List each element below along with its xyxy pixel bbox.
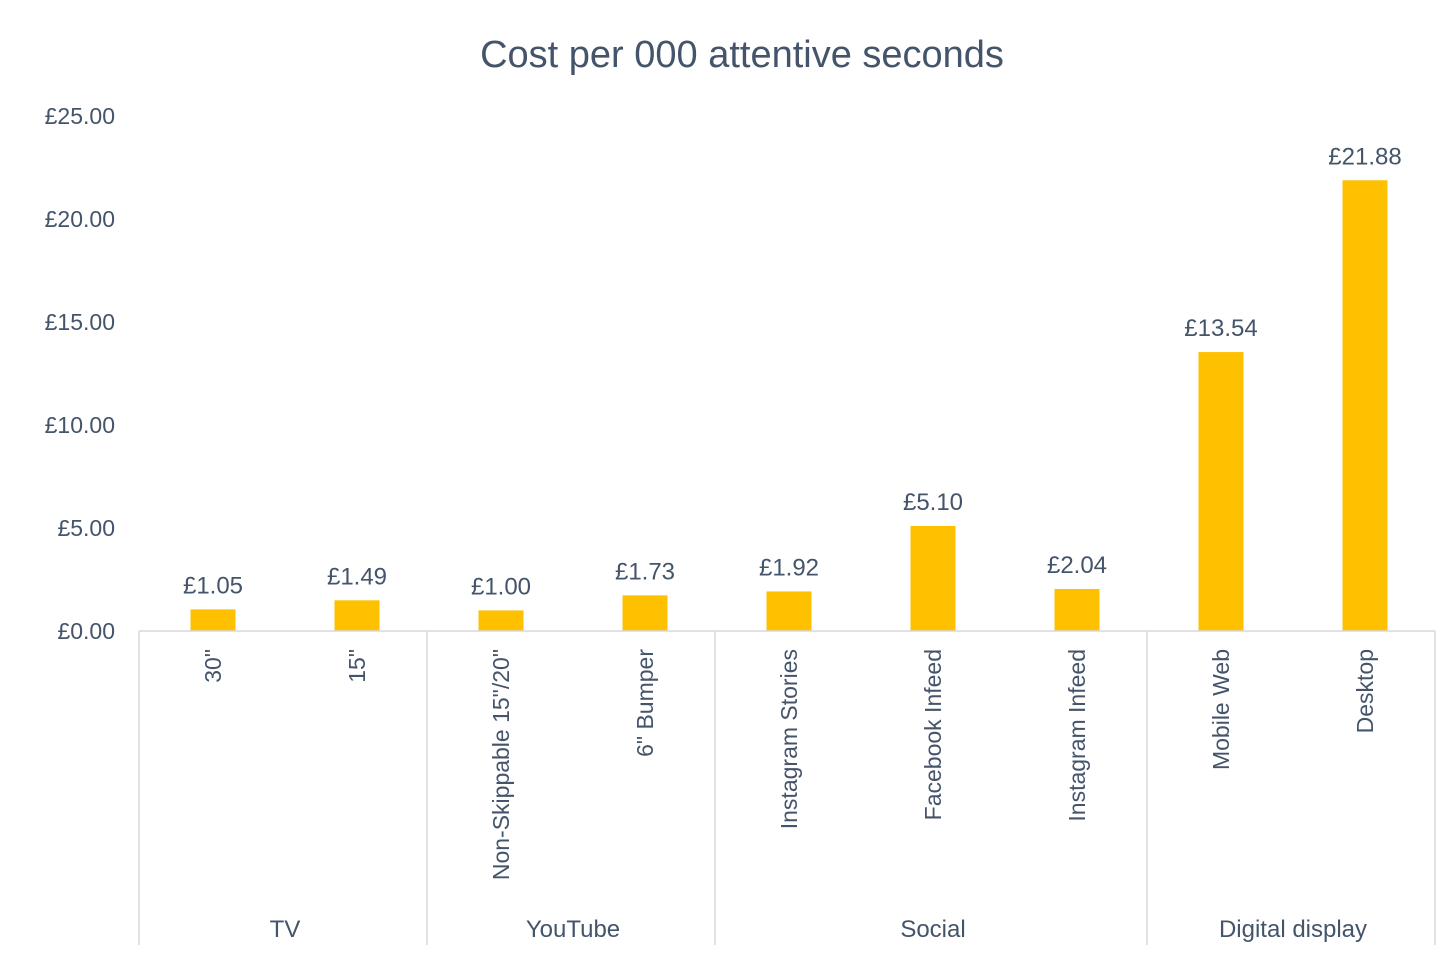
data-label: £1.92	[759, 554, 819, 581]
bar	[1198, 352, 1244, 631]
chart-title: Cost per 000 attentive seconds	[480, 34, 1004, 76]
y-tick-label: £25.00	[45, 103, 115, 129]
bar	[1054, 588, 1100, 631]
data-label: £1.00	[471, 573, 531, 600]
y-tick-label: £10.00	[45, 412, 115, 438]
bar	[478, 610, 524, 631]
group-label: Social	[900, 916, 965, 943]
category-label: Instagram Infeed	[1064, 649, 1090, 822]
data-label: £13.54	[1184, 315, 1257, 342]
data-label: £1.49	[327, 563, 387, 590]
category-label: Non-Skippable 15"/20"	[488, 649, 514, 880]
data-label: £21.88	[1328, 143, 1401, 170]
category-label: Facebook Infeed	[920, 649, 946, 820]
bar	[190, 609, 236, 631]
group-label: YouTube	[526, 916, 620, 943]
bar	[766, 591, 812, 631]
bar	[1342, 180, 1388, 631]
category-label: Instagram Stories	[776, 649, 802, 829]
category-label: Desktop	[1352, 649, 1378, 733]
category-label: 30"	[200, 649, 226, 683]
category-label: 6" Bumper	[632, 649, 658, 757]
y-tick-label: £20.00	[45, 206, 115, 232]
data-label: £2.04	[1047, 552, 1107, 579]
bar	[910, 525, 956, 631]
y-tick-label: £5.00	[57, 515, 115, 541]
y-tick-label: £15.00	[45, 309, 115, 335]
y-tick-label: £0.00	[57, 618, 115, 644]
data-label: £1.73	[615, 558, 675, 585]
group-label: TV	[270, 916, 301, 943]
data-label: £1.05	[183, 572, 243, 599]
group-label: Digital display	[1219, 916, 1367, 943]
bar	[622, 595, 668, 631]
category-label: 15"	[344, 649, 370, 683]
bar	[334, 600, 380, 631]
category-label: Mobile Web	[1208, 649, 1234, 770]
data-label: £5.10	[903, 489, 963, 516]
